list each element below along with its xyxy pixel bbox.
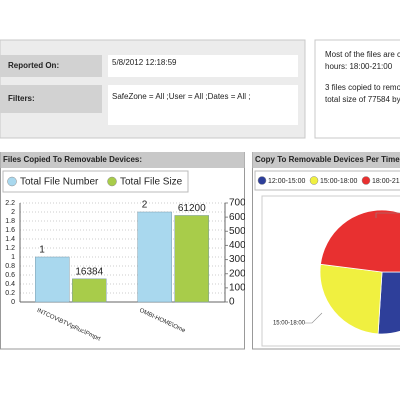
panel-header (0, 152, 245, 168)
y-tick-label: 0.4 (5, 281, 15, 288)
field-value: 5/8/2012 12:18:59 (112, 58, 177, 67)
label-box (0, 55, 102, 77)
summary-line: 3 files copied to remo (325, 83, 400, 92)
y-tick-label: 0.6 (5, 272, 15, 279)
y2-tick-label: 30000 (229, 254, 257, 265)
field-label: Reported On: (8, 61, 59, 70)
y-tick-label: 0 (11, 299, 15, 306)
y-tick-label: 2 (11, 209, 15, 216)
leader-line (305, 312, 323, 324)
y-tick-label: 1 (11, 254, 15, 261)
value-box (108, 85, 298, 125)
bar (35, 256, 70, 303)
legend (2, 170, 189, 193)
legend-swatch (361, 176, 371, 185)
summary-line: hours: 18:00-21:00 (325, 62, 393, 71)
summary: Most of the files are co hours: 18:00-21… (325, 50, 400, 104)
y-tick-label: 1.6 (5, 227, 15, 234)
panel-title: Files Copied To Removable Devices: (3, 155, 142, 164)
y-tick-label: 2.2 (5, 200, 15, 207)
y2-tick-label: 20000 (229, 268, 257, 279)
summary-line: Most of the files are co (325, 50, 400, 59)
bar (174, 215, 209, 303)
slice-label: 15:00-18:00 (273, 321, 306, 327)
legend-label: Total File Number (20, 177, 99, 188)
pie-slice (320, 209, 400, 273)
value-box (108, 55, 298, 77)
bar (72, 278, 107, 303)
summary-line: total size of 77584 by (325, 95, 400, 104)
y2-tick-label: 0 (229, 297, 235, 308)
y2-tick-label: 10000 (229, 282, 257, 293)
y-tick-label: 0.2 (5, 290, 15, 297)
value-label: 16384 (75, 266, 103, 277)
y2-tick-label: 40000 (229, 240, 257, 251)
legend-swatch (107, 176, 117, 187)
pie-slice (377, 271, 400, 335)
legend-label: 12:00-15:00 (268, 178, 305, 185)
y2-tick-label: 60000 (229, 212, 257, 223)
legend-swatch (257, 176, 267, 185)
leader-line (375, 212, 400, 218)
summary-panel (314, 39, 400, 139)
field-label: Filters: (8, 94, 35, 103)
legend-swatch (7, 176, 17, 187)
pie-slice (319, 263, 383, 335)
panel-title: Copy To Removable Devices Per Time: (255, 155, 400, 164)
value-label: 1 (39, 245, 45, 256)
panel-header (252, 152, 400, 168)
field-value: SafeZone = All ;User = All ;Dates = All … (112, 92, 251, 101)
y-tick-label: 0.8 (5, 263, 15, 270)
legend-label: 18:00-21:00 (372, 178, 400, 185)
label-box (0, 85, 102, 113)
y-tick-label: 1.8 (5, 218, 15, 225)
bar-panel: Files Copied To Removable Devices: Total … (0, 152, 257, 350)
legend-label: Total File Size (120, 177, 183, 188)
y2-tick-label: 50000 (229, 226, 257, 237)
y-tick-label: 1.2 (5, 245, 15, 252)
value-label: 2 (142, 200, 148, 211)
legend-swatch (309, 176, 319, 185)
value-label: 61200 (178, 203, 206, 214)
pie-panel: Copy To Removable Devices Per Time: 12:00… (252, 152, 400, 350)
legend-label: 15:00-18:00 (320, 178, 357, 185)
y-tick-label: 1.4 (5, 236, 15, 243)
y2-tick-label: 70000 (229, 198, 257, 209)
bar (137, 211, 172, 303)
legend (254, 170, 400, 191)
